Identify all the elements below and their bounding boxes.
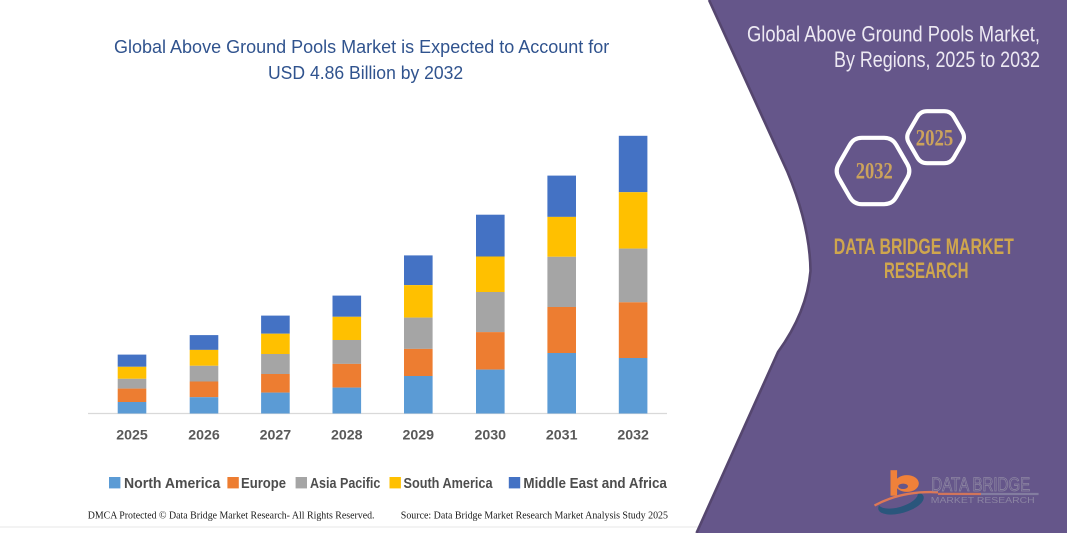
svg-text:Global Above Ground Pools Mark: Global Above Ground Pools Market, [747,22,1040,47]
svg-text:2032: 2032 [617,428,649,444]
svg-text:2025: 2025 [116,428,148,444]
svg-text:Middle East and Africa: Middle East and Africa [523,476,667,492]
svg-text:North America: North America [124,476,221,492]
svg-text:2032: 2032 [856,158,893,184]
svg-text:2030: 2030 [475,428,507,444]
svg-text:2027: 2027 [260,428,292,444]
svg-text:2029: 2029 [403,428,435,444]
svg-text:2031: 2031 [546,428,578,444]
svg-text:Global Above Ground Pools Mark: Global Above Ground Pools Market is Expe… [114,36,609,57]
svg-text:RESEARCH: RESEARCH [884,258,969,283]
svg-text:South America: South America [404,476,494,492]
svg-text:By Regions, 2025 to 2032: By Regions, 2025 to 2032 [834,47,1040,72]
svg-text:Source: Data Bridge Market Res: Source: Data Bridge Market Research Mark… [401,509,669,521]
svg-text:USD 4.86 Billion by 2032: USD 4.86 Billion by 2032 [268,62,463,83]
svg-text:DATA BRIDGE: DATA BRIDGE [931,475,1030,496]
svg-text:MARKET RESEARCH: MARKET RESEARCH [931,495,1035,505]
svg-text:Asia Pacific: Asia Pacific [310,476,380,492]
svg-text:Europe: Europe [241,476,286,492]
svg-text:DMCA Protected © Data Bridge M: DMCA Protected © Data Bridge Market Rese… [88,509,375,521]
svg-text:2026: 2026 [188,428,220,444]
svg-text:2025: 2025 [916,126,954,152]
svg-text:DATA BRIDGE MARKET: DATA BRIDGE MARKET [834,234,1014,259]
svg-text:2028: 2028 [331,428,363,444]
